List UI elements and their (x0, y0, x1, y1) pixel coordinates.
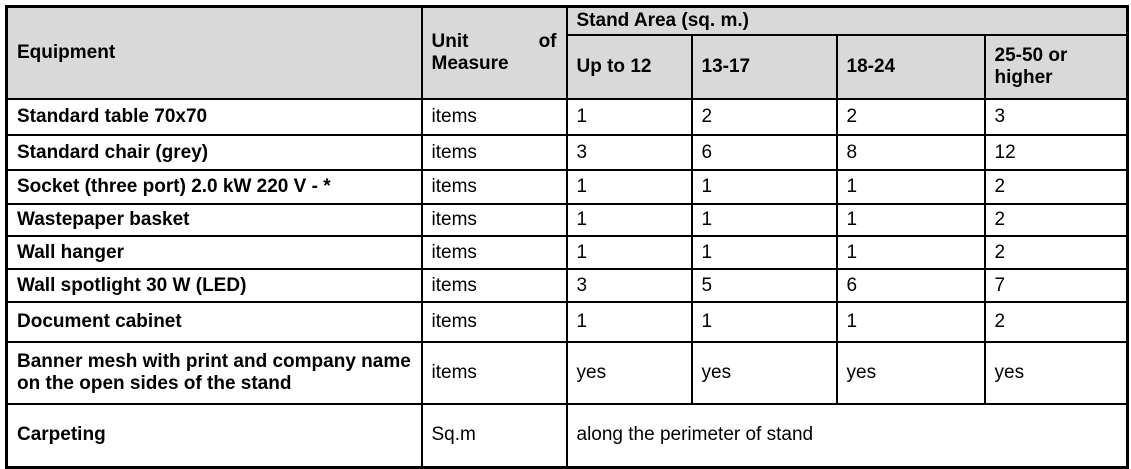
unit-of-measure-line2: Measure (431, 53, 509, 75)
column-header-up-to-12: Up to 12 (565, 34, 693, 101)
value-cell: 1 (565, 203, 693, 238)
unit-cell: items (420, 98, 568, 137)
equipment-table: Equipment Unit of Measure Stand Area (sq… (5, 5, 1130, 469)
unit-cell: items (420, 203, 568, 238)
table-row: Wastepaper basket items 1 1 1 2 (5, 203, 1129, 238)
value-cell: 3 (983, 98, 1129, 137)
value-cell: 1 (565, 169, 693, 206)
header-row-sub: Up to 12 13-17 18-24 25-50 or higher (7, 34, 1129, 101)
spanned-value-cell: along the perimeter of stand (565, 403, 1129, 469)
table-row: Wall spotlight 30 W (LED) items 3 5 6 7 (5, 268, 1129, 304)
value-cell: 1 (690, 301, 838, 344)
equipment-cell: Wastepaper basket (5, 203, 423, 238)
unit-cell: items (420, 301, 568, 344)
value-cell: 1 (690, 203, 838, 238)
unit-cell: Sq.m (420, 403, 568, 469)
value-cell: 8 (835, 134, 986, 172)
value-cell: 12 (983, 134, 1129, 172)
value-cell: 7 (983, 268, 1129, 304)
unit-cell: items (420, 268, 568, 304)
value-cell: 1 (690, 235, 838, 271)
equipment-cell: Standard table 70x70 (5, 98, 423, 137)
column-header-13-17: 13-17 (690, 34, 838, 101)
value-cell: 2 (835, 98, 986, 137)
value-cell: 1 (565, 235, 693, 271)
unit-of-measure-line1: Unit of (432, 31, 557, 53)
value-cell: 1 (835, 203, 986, 238)
value-cell: 1 (690, 169, 838, 206)
value-cell: 3 (565, 134, 693, 172)
unit-cell: items (420, 169, 568, 206)
table-row: Standard table 70x70 items 1 2 2 3 (5, 98, 1129, 137)
value-cell: 3 (565, 268, 693, 304)
column-header-equipment: Equipment (5, 5, 423, 101)
equipment-cell: Banner mesh with print and company name … (5, 341, 423, 406)
value-cell: 1 (835, 235, 986, 271)
value-cell: 2 (983, 169, 1129, 206)
value-cell: yes (690, 341, 838, 406)
value-cell: yes (565, 341, 693, 406)
column-header-18-24: 18-24 (835, 34, 986, 101)
column-header-stand-area: Stand Area (sq. m.) (565, 5, 1129, 37)
table-row: Wall hanger items 1 1 1 2 (5, 235, 1129, 271)
equipment-cell: Wall spotlight 30 W (LED) (5, 268, 423, 304)
value-cell: yes (983, 341, 1129, 406)
value-cell: 1 (565, 301, 693, 344)
equipment-cell: Socket (three port) 2.0 kW 220 V - * (5, 169, 423, 206)
value-cell: 2 (983, 301, 1129, 344)
unit-word: Unit (431, 30, 469, 52)
value-cell: 1 (835, 301, 986, 344)
header-row-top: Equipment Unit of Measure Stand Area (sq… (5, 5, 1129, 101)
unit-cell: items (420, 341, 568, 406)
equipment-cell: Standard chair (grey) (5, 134, 423, 172)
table-row: Socket (three port) 2.0 kW 220 V - * ite… (5, 169, 1129, 206)
column-header-25-50-or-higher: 25-50 or higher (983, 34, 1129, 101)
value-cell: 6 (690, 134, 838, 172)
of-word: of (538, 30, 557, 52)
table-row: Banner mesh with print and company name … (5, 341, 1129, 406)
table-row: Standard chair (grey) items 3 6 8 12 (5, 134, 1129, 172)
column-header-unit-of-measure: Unit of Measure (420, 5, 568, 101)
value-cell: 1 (835, 169, 986, 206)
table-row: Carpeting Sq.m along the perimeter of st… (5, 403, 1129, 469)
equipment-cell: Document cabinet (5, 301, 423, 344)
table-row: Document cabinet items 1 1 1 2 (5, 301, 1129, 344)
value-cell: 5 (690, 268, 838, 304)
unit-cell: items (420, 134, 568, 172)
unit-cell: items (420, 235, 568, 271)
value-cell: 2 (983, 203, 1129, 238)
value-cell: 2 (690, 98, 838, 137)
equipment-cell: Carpeting (5, 403, 423, 469)
value-cell: 2 (983, 235, 1129, 271)
equipment-cell: Wall hanger (5, 235, 423, 271)
value-cell: 6 (835, 268, 986, 304)
value-cell: yes (835, 341, 986, 406)
value-cell: 1 (565, 98, 693, 137)
